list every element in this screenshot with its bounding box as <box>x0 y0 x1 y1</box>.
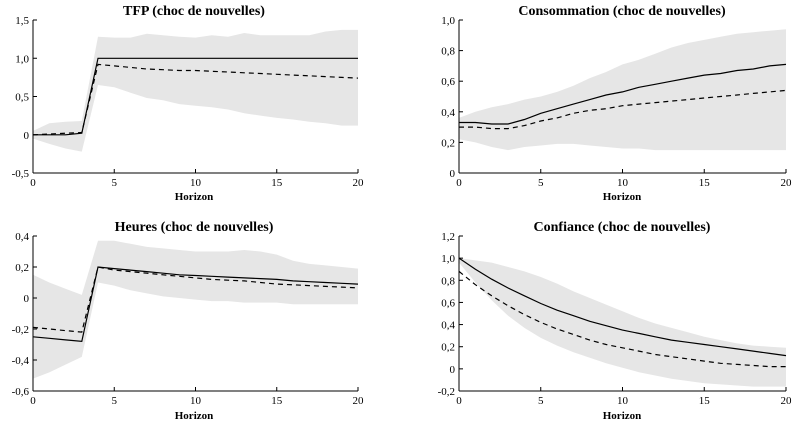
x-tick-label: 20 <box>353 177 365 189</box>
x-tick-label: 5 <box>112 177 118 189</box>
y-tick-label: -0,6 <box>12 386 30 398</box>
series-line-dashed <box>458 270 786 368</box>
panel-tfp: TFP (choc de nouvelles) Horizon -0,500,5… <box>12 4 364 203</box>
x-tick-label: 0 <box>456 395 462 407</box>
x-tick-label: 15 <box>699 395 711 407</box>
panel-consommation: Consommation (choc de nouvelles) Horizon… <box>441 4 792 203</box>
x-axis-label: Horizon <box>603 191 642 203</box>
confidence-band <box>459 29 786 151</box>
y-tick-label: 0,4 <box>441 107 455 119</box>
y-tick-label: 0,2 <box>441 137 455 149</box>
confidence-band <box>33 29 358 152</box>
y-tick-label: 1,2 <box>441 231 455 243</box>
y-tick-label: 0,2 <box>15 262 29 274</box>
series-line-dashed <box>32 63 359 136</box>
y-tick-label: 1,5 <box>15 15 29 27</box>
y-tick-label: 0 <box>24 130 30 142</box>
x-tick-label: 10 <box>617 395 629 407</box>
series-line-dashed <box>459 89 787 130</box>
x-tick-label: 15 <box>699 177 711 189</box>
y-tick-label: 0 <box>450 168 456 180</box>
y-tick-label: 0,6 <box>441 297 455 309</box>
y-tick-label: 0 <box>450 364 456 376</box>
confidence-band <box>33 240 358 379</box>
panel-title: Heures (choc de nouvelles) <box>115 220 274 235</box>
y-tick-label: 0,4 <box>441 320 455 332</box>
x-tick-label: 0 <box>456 177 462 189</box>
x-tick-label: 10 <box>190 177 202 189</box>
series-line-solid <box>458 257 787 357</box>
panel-title: Consommation (choc de nouvelles) <box>518 4 726 19</box>
y-tick-label: -0,2 <box>438 386 455 398</box>
x-tick-label: 20 <box>781 395 793 407</box>
y-tick-label: -0,5 <box>12 168 30 180</box>
y-tick-label: 1,0 <box>15 53 29 65</box>
panel-confiance: Confiance (choc de nouvelles) Horizon -0… <box>438 220 792 422</box>
x-tick-label: 15 <box>271 177 283 189</box>
x-tick-label: 5 <box>112 395 118 407</box>
panel-heures: Heures (choc de nouvelles) Horizon -0,6 -… <box>12 220 364 422</box>
x-tick-label: 5 <box>538 395 544 407</box>
y-tick-label: 1,0 <box>441 253 455 265</box>
x-tick-label: 0 <box>30 395 36 407</box>
x-tick-label: 15 <box>271 395 283 407</box>
x-axis-label: Horizon <box>175 191 214 203</box>
x-tick-label: 5 <box>538 177 544 189</box>
y-tick-label: 0 <box>24 293 30 305</box>
x-axis-label: Horizon <box>175 410 214 422</box>
x-tick-label: 10 <box>190 395 202 407</box>
x-axis-label: Horizon <box>603 410 642 422</box>
panel-title: TFP (choc de nouvelles) <box>123 4 265 19</box>
x-tick-label: 10 <box>617 177 629 189</box>
y-tick-label: 0,4 <box>15 231 29 243</box>
y-tick-label: 0,5 <box>15 92 29 104</box>
y-tick-label: -0,2 <box>12 324 29 336</box>
confidence-band <box>459 258 786 387</box>
y-tick-label: 0,8 <box>441 275 455 287</box>
y-tick-label: 0,8 <box>441 46 455 58</box>
panel-title: Confiance (choc de nouvelles) <box>534 220 711 235</box>
y-tick-label: 1,0 <box>441 15 455 27</box>
x-tick-label: 0 <box>30 177 36 189</box>
y-tick-label: 0,2 <box>441 342 455 354</box>
series-line-solid <box>32 266 359 343</box>
series-line-solid <box>459 63 787 125</box>
y-tick-label: 0,6 <box>441 76 455 88</box>
x-tick-label: 20 <box>781 177 793 189</box>
y-tick-label: -0,4 <box>12 355 30 367</box>
x-tick-label: 20 <box>353 395 365 407</box>
